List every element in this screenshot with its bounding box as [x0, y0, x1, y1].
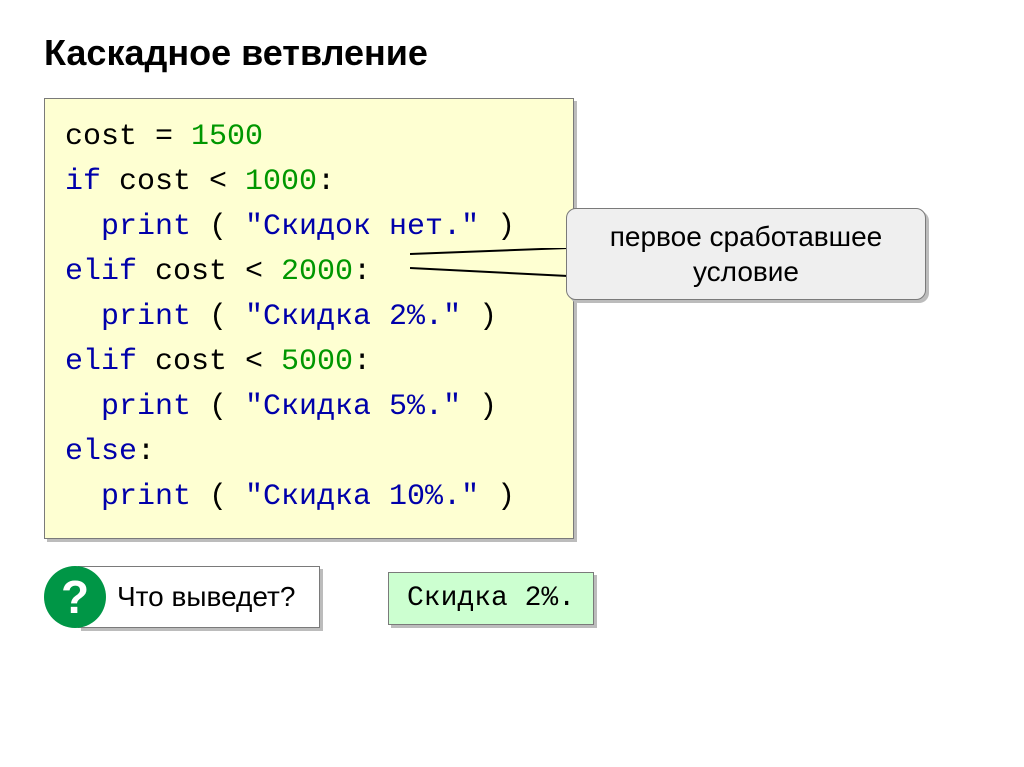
callout-line-1: первое сработавшее: [581, 219, 911, 254]
answer-box: Скидка 2%.: [388, 572, 594, 625]
code-line-7: print ( "Скидка 5%." ): [65, 385, 553, 430]
callout-line-2: условие: [581, 254, 911, 289]
code-line-5: print ( "Скидка 2%." ): [65, 295, 553, 340]
question-row: ? Что выведет?: [44, 566, 320, 628]
code-line-8: else:: [65, 430, 553, 475]
code-line-2: if cost < 1000:: [65, 160, 553, 205]
slide-title: Каскадное ветвление: [44, 32, 428, 74]
question-badge-icon: ?: [44, 566, 106, 628]
code-block: cost = 1500 if cost < 1000: print ( "Ски…: [44, 98, 574, 539]
code-line-4: elif cost < 2000:: [65, 250, 553, 295]
code-line-1: cost = 1500: [65, 115, 553, 160]
question-text: Что выведет?: [78, 566, 320, 628]
code-line-6: elif cost < 5000:: [65, 340, 553, 385]
callout-box: первое сработавшее условие: [566, 208, 926, 300]
code-line-9: print ( "Скидка 10%." ): [65, 475, 553, 520]
code-line-3: print ( "Скидок нет." ): [65, 205, 553, 250]
